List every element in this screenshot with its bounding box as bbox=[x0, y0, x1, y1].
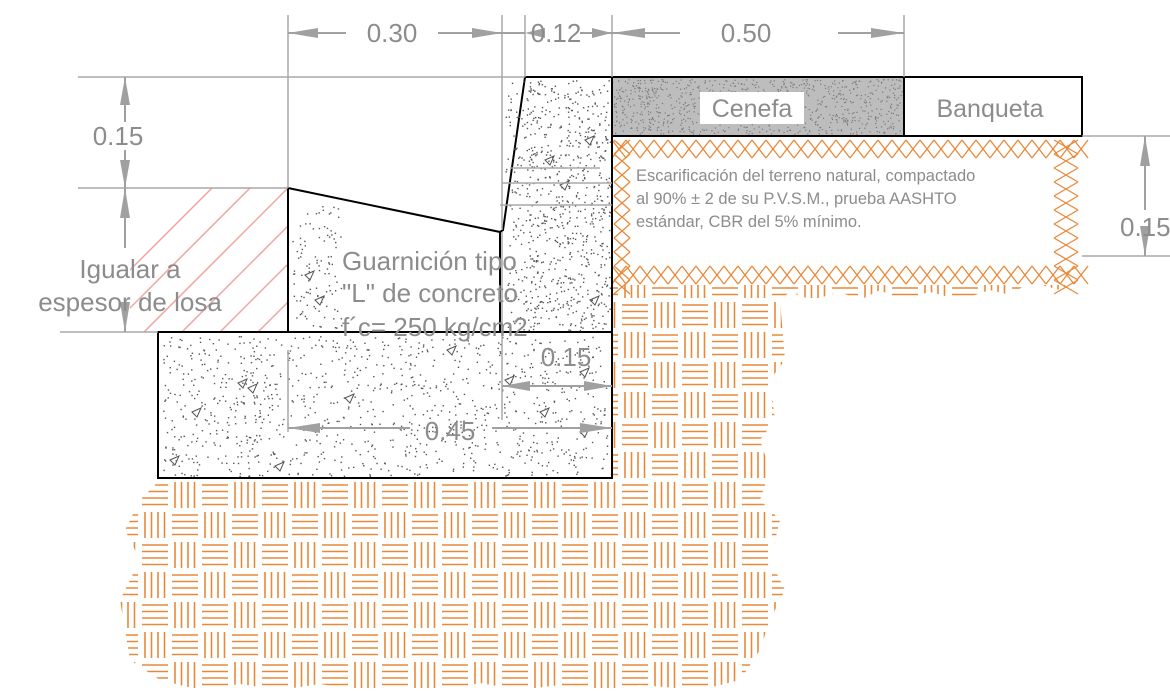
igualar-label-line2: espesor de losa bbox=[38, 287, 222, 317]
dim-0-45: 0.45 bbox=[425, 416, 476, 446]
cenefa-label: Cenefa bbox=[712, 95, 793, 123]
dim-0-15-inner: 0.15 bbox=[541, 342, 592, 372]
footing-base bbox=[157, 331, 613, 479]
guarnicion-label-line1: Guarnición tipo bbox=[342, 246, 517, 276]
scarified-layer bbox=[611, 137, 1089, 295]
igualar-label-line1: Igualar a bbox=[79, 254, 181, 284]
dim-0-15-left: 0.15 bbox=[93, 121, 144, 151]
escarificacion-note-line2: al 90% ± 2 de su P.V.S.M., prueba AASHTO bbox=[636, 190, 957, 208]
escarificacion-note-line1: Escarificación del terreno natural, comp… bbox=[636, 167, 975, 185]
dim-0-12: 0.12 bbox=[531, 18, 582, 48]
slab-hatch bbox=[130, 188, 288, 332]
extension-lines bbox=[60, 15, 1170, 432]
banqueta-block bbox=[903, 76, 1083, 137]
dim-0-15-right: 0.15 bbox=[1120, 212, 1170, 242]
guarnicion-label-line3: f´c= 250 kg/cm2 bbox=[342, 312, 528, 342]
guarnicion-label-line2: "L" de concreto bbox=[342, 278, 518, 308]
escarificacion-note-line3: estándar, CBR del 5% mínimo. bbox=[636, 213, 862, 231]
dimension-lines bbox=[120, 28, 1150, 433]
dim-0-50: 0.50 bbox=[721, 18, 772, 48]
dim-0-30: 0.30 bbox=[367, 18, 418, 48]
banqueta-label: Banqueta bbox=[936, 95, 1043, 123]
